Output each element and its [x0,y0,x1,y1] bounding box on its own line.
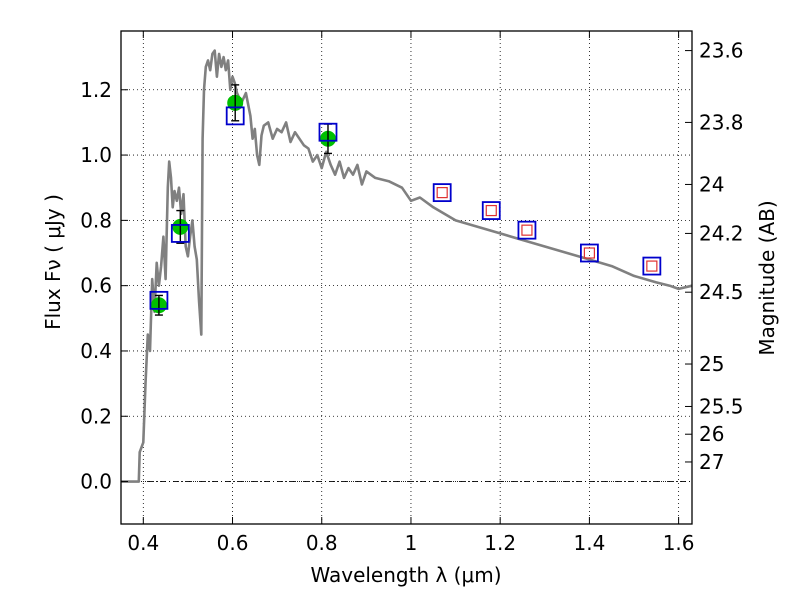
y2-tick-label: 25 [699,352,724,376]
y2-tick-label: 23.6 [699,39,744,63]
model-photometry-point [432,183,452,203]
y2-tick-label: 26 [699,422,724,446]
y-tick-label: 1.2 [80,78,112,102]
predicted-point [436,187,448,199]
predicted-point [646,260,658,272]
y2-tick-label: 25.5 [699,394,744,418]
predicted-point [521,224,533,236]
y2-tick-label: 24.2 [699,221,744,245]
x-tick-label: 0.8 [306,531,338,555]
plot-area [121,31,692,524]
y2-axis: 23.6 23.8 24 24.2 24.5 25 25.5 26 27 [685,39,744,474]
model-photometry-point [170,224,190,243]
model-photometry-point [481,201,501,220]
y2-tick-label: 27 [699,450,724,474]
y2-tick-label: 24.5 [699,280,744,304]
plot-frame [120,30,693,525]
y-axis-label: Flux Fν ( μJy ) [41,194,65,330]
model-photometry-point [225,106,245,126]
x-tick-label: 1.4 [573,531,605,555]
y2-tick-label: 23.8 [699,110,744,134]
sed-model-line [121,49,693,483]
predicted-point [485,204,497,217]
x-axis-label: Wavelength λ (μm) [310,563,501,587]
model-photometry-point [642,256,662,276]
model-photometry-point [318,122,338,142]
x-tick-label: 0.4 [127,531,159,555]
x-tick-label: 1.2 [484,531,516,555]
y-axis: 0.0 0.2 0.4 0.6 0.8 1.0 1.2 [80,78,128,494]
y-tick-label: 0.2 [80,404,112,428]
predicted-point [583,247,595,259]
y-tick-label: 0.6 [80,274,112,298]
x-tick-label: 1 [405,531,418,555]
series [121,49,693,483]
model-photometry-point [517,220,537,240]
x-tick-label: 0.6 [217,531,249,555]
y2-tick-label: 24 [699,172,724,196]
y-tick-label: 0.8 [80,208,112,232]
y-tick-label: 0.4 [80,339,112,363]
y2-axis-label: Magnitude (AB) [755,200,779,355]
y-tick-label: 0.0 [80,470,112,494]
model-photometry-point [579,243,599,263]
x-axis: 0.4 0.6 0.8 1 1.2 1.4 1.6 [127,31,695,555]
y-tick-label: 1.0 [80,143,112,167]
model-photometry-point [149,290,169,310]
x-tick-label: 1.6 [663,531,695,555]
